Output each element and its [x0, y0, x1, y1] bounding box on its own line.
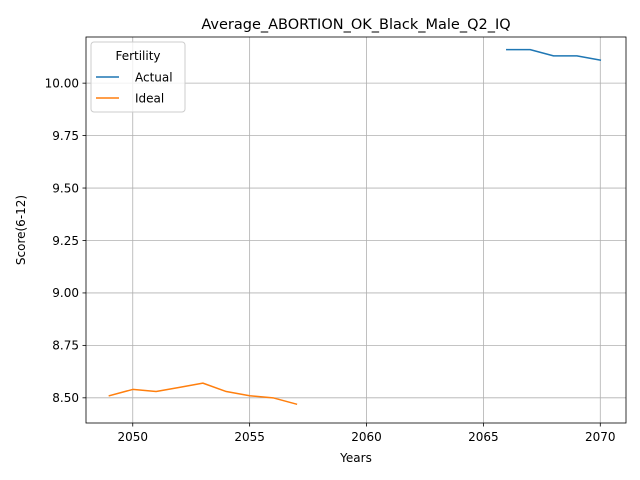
- x-tick-label: 2065: [468, 430, 499, 444]
- x-tick-label: 2050: [117, 430, 148, 444]
- x-axis-label: Years: [339, 451, 372, 465]
- x-tick-label: 2055: [234, 430, 265, 444]
- legend-title: Fertility: [115, 49, 160, 63]
- series-line-ideal: [108, 382, 298, 406]
- legend-entries: Actual Ideal: [96, 71, 173, 106]
- y-tick-label: 9.25: [52, 234, 79, 248]
- series-lines: [108, 48, 602, 406]
- y-tick-label: 9.50: [52, 181, 79, 195]
- plot-frame: [85, 36, 627, 424]
- y-tick-label: 8.50: [52, 391, 79, 405]
- series-line-actual: [506, 48, 602, 61]
- y-tick-label: 9.75: [52, 129, 79, 143]
- legend-label-ideal: Ideal: [135, 92, 164, 106]
- legend-box: [90, 41, 186, 113]
- axis-ticks: 2050 2055 2060 2065 2070 8.50 8.75 9.00 9.25 9.50…: [45, 76, 616, 444]
- y-axis-label: Score(6-12): [14, 195, 28, 265]
- legend-label-actual: Actual: [135, 71, 173, 85]
- y-tick-label: 10.00: [45, 76, 79, 90]
- chart-title: Average_ABORTION_OK_Black_Male_Q2_IQ: [201, 17, 510, 33]
- x-tick-label: 2070: [585, 430, 616, 444]
- legend: Fertility Actual Ideal: [90, 41, 186, 113]
- y-tick-label: 8.75: [52, 339, 79, 353]
- grid: [86, 37, 626, 423]
- x-tick-label: 2060: [351, 430, 382, 444]
- y-tick-label: 9.00: [52, 286, 79, 300]
